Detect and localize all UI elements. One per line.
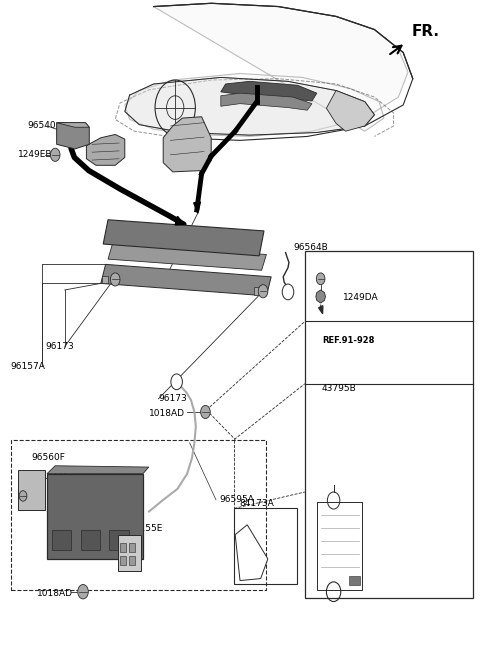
Bar [109, 530, 129, 550]
Text: 96540: 96540 [28, 121, 57, 131]
Bar [120, 556, 126, 565]
Polygon shape [254, 287, 262, 295]
Text: 96173: 96173 [158, 394, 187, 403]
Polygon shape [57, 123, 89, 127]
Bar [52, 530, 71, 550]
Text: 96563F: 96563F [163, 279, 197, 288]
Polygon shape [102, 276, 108, 283]
Polygon shape [57, 123, 89, 149]
Text: 96560F: 96560F [31, 453, 65, 462]
Polygon shape [221, 81, 317, 101]
Bar [18, 470, 45, 510]
Text: 84173A: 84173A [239, 499, 274, 508]
Polygon shape [125, 3, 408, 136]
Polygon shape [175, 216, 184, 225]
Polygon shape [326, 91, 374, 131]
Circle shape [282, 284, 294, 300]
Circle shape [78, 584, 88, 599]
Polygon shape [101, 264, 271, 296]
Circle shape [201, 405, 210, 419]
Bar [234, 508, 297, 584]
Text: 43795B: 43795B [321, 384, 356, 393]
Polygon shape [163, 117, 211, 172]
Polygon shape [194, 202, 201, 213]
Bar [317, 502, 362, 590]
Text: 1249DA: 1249DA [343, 293, 378, 302]
Bar [349, 576, 360, 585]
Circle shape [110, 273, 120, 286]
Circle shape [316, 273, 325, 285]
Bar [81, 530, 100, 550]
Text: 1018AD: 1018AD [149, 409, 185, 418]
Text: 1018AD: 1018AD [37, 588, 73, 598]
Text: REF.91-928: REF.91-928 [323, 336, 375, 345]
Polygon shape [316, 290, 325, 303]
Circle shape [258, 285, 268, 298]
Circle shape [19, 491, 27, 501]
Bar [305, 251, 473, 598]
Polygon shape [235, 525, 268, 581]
Circle shape [50, 148, 60, 161]
Polygon shape [86, 134, 125, 165]
Polygon shape [221, 93, 312, 110]
Text: 1249EB: 1249EB [18, 150, 53, 159]
Bar [120, 543, 126, 552]
Polygon shape [125, 77, 374, 135]
Text: 96564B: 96564B [294, 243, 328, 252]
Text: 96595A: 96595A [219, 495, 254, 504]
Text: FR.: FR. [412, 24, 440, 39]
Polygon shape [47, 466, 149, 474]
Polygon shape [103, 220, 264, 256]
Bar [129, 556, 135, 565]
Text: 96157A: 96157A [11, 361, 46, 371]
Text: 96173: 96173 [46, 342, 74, 351]
Bar [11, 440, 266, 590]
Bar [129, 543, 135, 552]
Polygon shape [108, 243, 266, 270]
Text: 96155D: 96155D [31, 472, 67, 481]
Bar [118, 535, 141, 571]
Text: 96155E: 96155E [129, 524, 163, 533]
Bar [47, 474, 143, 559]
Circle shape [171, 374, 182, 390]
Polygon shape [319, 306, 323, 314]
